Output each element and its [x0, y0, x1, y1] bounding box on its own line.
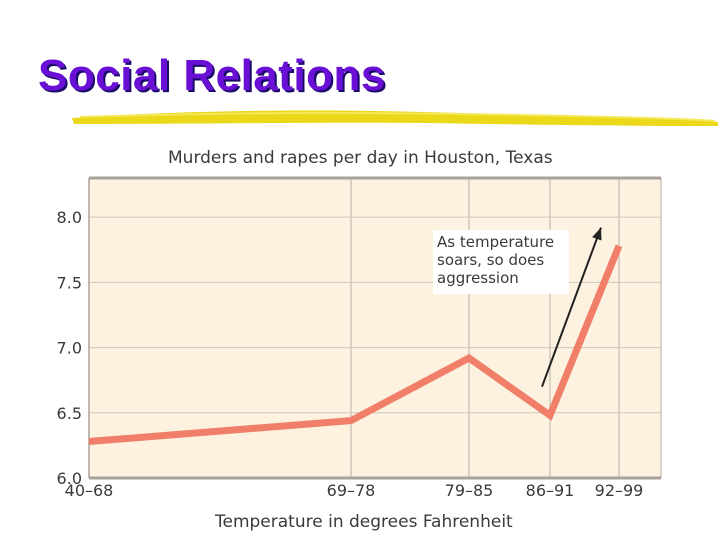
y-tick-label: 6.0: [57, 469, 82, 488]
x-tick-labels: 40–68 69–78 79–85 86–91 92–99: [65, 481, 644, 500]
annotation-group: As temperature soars, so does aggression: [433, 227, 602, 388]
chart-title: Murders and rapes per day in Houston, Te…: [168, 148, 553, 168]
annotation-text-line-2: soars, so does: [437, 251, 544, 269]
line-chart: Murders and rapes per day in Houston, Te…: [57, 148, 662, 532]
annotation-text-line-3: aggression: [437, 269, 519, 287]
y-tick-label: 7.5: [57, 273, 82, 292]
y-tick-label: 6.5: [57, 404, 82, 423]
x-tick-label: 40–68: [65, 481, 114, 500]
plot-area: [89, 178, 661, 478]
annotation-arrow-head: [592, 227, 602, 241]
annotation-arrow-shaft: [541, 227, 602, 388]
annotation-box: [433, 230, 569, 294]
x-tick-label: 86–91: [526, 481, 575, 500]
y-tick-label: 8.0: [57, 208, 82, 227]
y-tick-label: 7.0: [57, 339, 82, 358]
title-rule-highlight: [79, 112, 716, 122]
slide-title: Social Relations: [38, 51, 386, 100]
y-tick-labels: 6.0 6.5 7.0 7.5 8.0: [57, 208, 82, 488]
axes: [88, 176, 661, 480]
x-axis-label: Temperature in degrees Fahrenheit: [214, 512, 513, 532]
x-tick-label: 69–78: [327, 481, 376, 500]
x-tick-label: 92–99: [595, 481, 644, 500]
series-group: [88, 244, 623, 445]
title-underline-rule: [72, 110, 718, 126]
annotation-text-line-1: As temperature: [437, 233, 554, 251]
x-tick-label: 79–85: [445, 481, 494, 500]
